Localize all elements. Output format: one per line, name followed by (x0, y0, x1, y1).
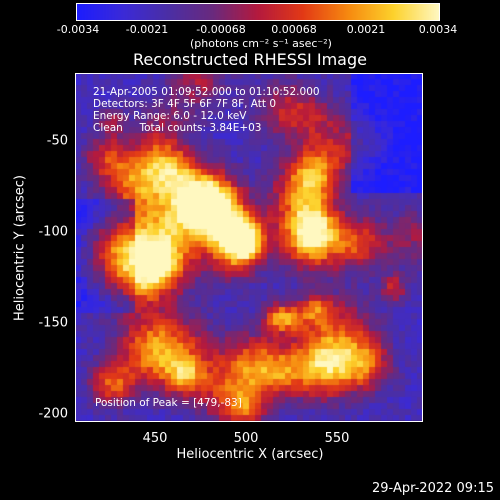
y-tick: -200 (38, 406, 68, 422)
info-algorithm: Clean Total counts: 3.84E+03 (93, 122, 262, 134)
x-tick: 550 (324, 431, 350, 446)
colorbar-tick: 0.0034 (418, 23, 458, 36)
colorbar-tick: 0.00068 (271, 23, 317, 36)
y-tick: -50 (46, 133, 68, 149)
peak-position: Position of Peak = [479,-83] (95, 397, 242, 409)
colorbar-tick: -0.0021 (125, 23, 169, 36)
x-tick: 450 (142, 431, 168, 446)
image-title: Reconstructed RHESSI Image (133, 50, 367, 69)
x-tick: 500 (233, 431, 259, 446)
y-axis-label: Heliocentric Y (arcsec) (12, 175, 28, 321)
y-tick: -100 (38, 224, 68, 240)
colorbar-tick: -0.0034 (56, 23, 100, 36)
info-time: 21-Apr-2005 01:09:52.000 to 01:10:52.000 (93, 86, 320, 98)
info-energy: Energy Range: 6.0 - 12.0 keV (93, 110, 247, 122)
colorbar-units: (photons cm⁻² s⁻¹ asec⁻²) (190, 37, 332, 50)
rhessi-image (75, 73, 423, 422)
colorbar-tick: -0.00068 (196, 23, 246, 36)
colorbar-tick: 0.0021 (346, 23, 386, 36)
info-detectors: Detectors: 3F 4F 5F 6F 7F 8F, Att 0 (93, 98, 277, 110)
plot-date: 29-Apr-2022 09:15 (372, 481, 494, 496)
y-tick: -150 (38, 315, 68, 331)
x-axis-label: Heliocentric X (arcsec) (176, 447, 324, 462)
plot-frame (75, 73, 423, 422)
colorbar (76, 3, 440, 21)
